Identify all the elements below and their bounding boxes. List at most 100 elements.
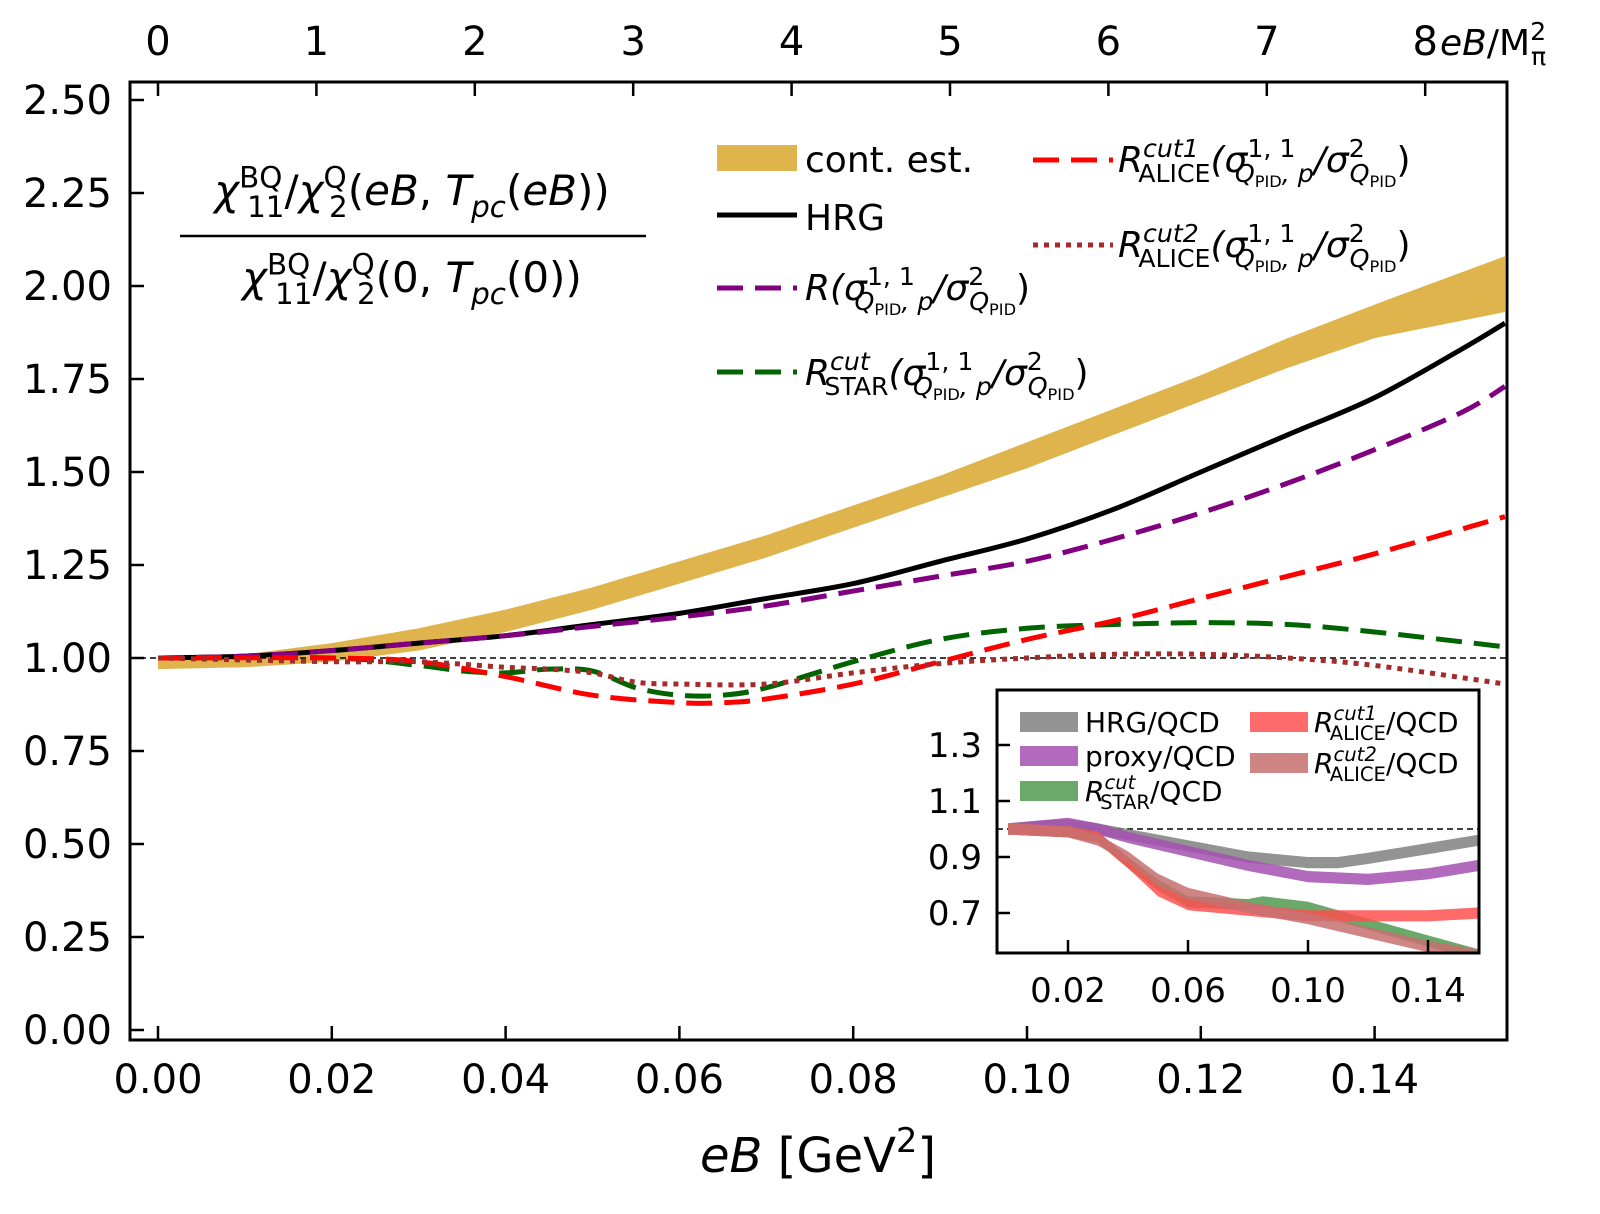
ylabel-numerator-part: ( (348, 166, 364, 215)
x-axis-label-part: 2 (896, 1121, 917, 1160)
legend-label-part: cut2 (1143, 219, 1199, 248)
x-axis-label-part: ] (917, 1128, 936, 1184)
legend-label-part: cut (830, 347, 871, 376)
top-tick-label: 2 (462, 19, 487, 65)
inset-legend-label-part: /QCD (1386, 706, 1459, 739)
legend-label-part: Q (1235, 244, 1255, 273)
legend-label-part: cut1 (1143, 134, 1199, 163)
inset-legend-label-part: R (1314, 747, 1333, 780)
y-tick-label: 2.25 (23, 171, 112, 217)
inset-legend-label-part: STAR (1100, 791, 1150, 814)
series-r-proxy (157, 384, 1507, 661)
x-axis-label: eB [GeV2] (700, 1121, 936, 1184)
legend-label-part: R (805, 353, 830, 394)
legend-label: R(σ1, 1 QPID, p/σ2 QPID) (805, 262, 1030, 319)
inset-legend-label: HRG/QCD (1085, 706, 1220, 739)
legend-label-part: STAR (824, 372, 888, 401)
legend-label-part: , p (960, 372, 992, 401)
inset-legend-label: Rcut2 ALICE/QCD (1314, 743, 1459, 786)
legend-label-part: , p (1282, 244, 1314, 273)
ylabel-numerator-part: ( (506, 166, 522, 215)
ylabel-denominator-part: Q (351, 247, 374, 281)
inset-legend-label-part: ALICE (1330, 722, 1386, 745)
legend-label: HRG (805, 198, 885, 239)
inset-y-tick-label: 0.9 (928, 838, 982, 878)
legend-label-part: 1, 1 (925, 347, 973, 376)
legend-label-part: ALICE (1138, 244, 1210, 273)
y-tick-label: 2.50 (23, 78, 112, 124)
legend-label: Rcut1 ALICE(σ1, 1 QPID, p/σ2 QPID) (1118, 134, 1411, 191)
ylabel-denominator-part: pc (470, 277, 506, 311)
legend-label: cont. est. (805, 140, 973, 181)
inset-x-tick-label: 0.10 (1270, 971, 1346, 1011)
legend-label-part: Q (1350, 159, 1370, 188)
x-tick-label: 0.04 (461, 1057, 550, 1103)
legend-label-part: 1, 1 (867, 262, 915, 291)
inset-legend-label-part: cut2 (1333, 743, 1376, 766)
legend-label-part: Q (1350, 244, 1370, 273)
x-tick-label: 0.02 (287, 1057, 376, 1103)
series-r-star-cut (157, 620, 1506, 699)
legend-label: Rcut STAR(σ1, 1 QPID, p/σ2 QPID) (805, 347, 1089, 404)
legend-label-part: /σ (930, 268, 969, 309)
y-tick-label: 1.50 (23, 450, 112, 496)
inset-plot-area (997, 817, 1479, 953)
legend-label-part: ) (1016, 268, 1030, 309)
ylabel-numerator-part: eB (364, 166, 419, 215)
inset-legend-label-part: R (1314, 706, 1333, 739)
plot-frame (128, 80, 1509, 1042)
y-tick-label: 0.50 (23, 822, 112, 868)
inset-legend-label-part: HRG/QCD (1085, 706, 1220, 739)
y-tick-label: 1.00 (23, 636, 112, 682)
y-tick-label: 1.25 (23, 543, 112, 589)
top-tick-label: 0 (145, 19, 170, 65)
ylabel-denominator-part: (0)) (506, 253, 582, 302)
legend-label-part: ) (1396, 225, 1410, 266)
legend-label-part: (σ (889, 353, 927, 394)
inset-legend-label-part: proxy/QCD (1085, 740, 1236, 773)
top-tick-label: 3 (620, 19, 645, 65)
inset-x-tick-label: 0.02 (1030, 971, 1106, 1011)
legend-label-part: R (1118, 140, 1143, 181)
inset-legend-swatch (1250, 712, 1308, 732)
inset-legend-label-part: /QCD (1150, 775, 1223, 808)
legend-label: Rcut2 ALICE(σ1, 1 QPID, p/σ2 QPID) (1118, 219, 1411, 276)
ylabel-denominator-part: 11 (275, 277, 312, 311)
legend-label-part: (σ (1210, 225, 1248, 266)
legend-label-part: Q (1235, 159, 1255, 188)
legend-label-part: PID (1255, 257, 1282, 276)
legend-label-part: /σ (1311, 225, 1350, 266)
legend-label-part: Q (969, 287, 989, 316)
x-tick-label: 0.00 (113, 1057, 202, 1103)
top-axis-label-part: π (1531, 42, 1546, 71)
ylabel-numerator-part: 2 (329, 190, 348, 224)
top-tick-label: 5 (937, 19, 962, 65)
legend-label-part: Q (913, 372, 933, 401)
top-axis-label: eB/M2 π (1440, 17, 1546, 71)
inset-legend-label-part: ALICE (1330, 763, 1386, 786)
legend-label-part: PID (1255, 172, 1282, 191)
legend-label-part: HRG (805, 198, 885, 239)
inset-legend-label-part: cut1 (1333, 702, 1376, 725)
ylabel-numerator-part: Q (324, 160, 347, 194)
legend-label-part: PID (1048, 385, 1075, 404)
inset-x-tick-label: 0.06 (1150, 971, 1226, 1011)
ylabel-numerator-part: T (445, 166, 474, 215)
ylabel-numerator-part: χ (212, 166, 241, 215)
inset-y-tick-label: 1.1 (928, 782, 982, 822)
legend-label-part: (σ (830, 268, 868, 309)
inset-legend-label: Rcut1 ALICE/QCD (1314, 702, 1459, 745)
ylabel-numerator: χBQ 11/χQ 2(eB, Tpc(eB)) (212, 160, 610, 223)
inset-legend-swatch (1020, 746, 1078, 766)
legend-swatch-band (717, 145, 797, 171)
inset-legend-label: Rcut STAR/QCD (1085, 771, 1223, 814)
main-axes: 0.00 0.02 0.04 0.06 0.08 0.10 0.12 0.14 0.00 0.25… (23, 17, 1546, 1184)
legend-label-part: ) (1075, 353, 1089, 394)
ylabel-numerator-part: χ (297, 166, 326, 215)
y-tick-label: 2.00 (23, 264, 112, 310)
ylabel-denominator-part: T (445, 253, 474, 302)
y-axis-label: χBQ 11/χQ 2(eB, Tpc(eB))χBQ 11/χQ 2(0, Tpc(0… (180, 160, 646, 311)
inset-legend-label-part: cut (1104, 771, 1136, 794)
x-tick-label: 0.12 (1156, 1057, 1245, 1103)
